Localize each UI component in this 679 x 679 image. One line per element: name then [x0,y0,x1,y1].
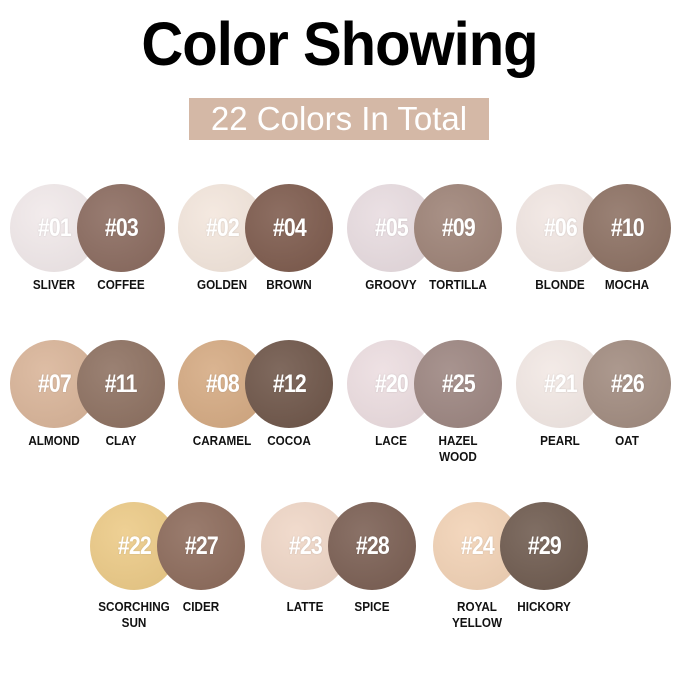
color-swatch: #27 [157,502,245,590]
swatch-code: #21 [543,369,578,398]
swatch-name: ALMOND [28,433,80,448]
swatch-name: ROYAL YELLOW [451,599,503,630]
color-swatch: #28 [328,502,416,590]
swatch-code: #09 [441,213,476,242]
color-swatch: #11 [77,340,165,428]
swatch-code: #05 [374,213,409,242]
swatch-code: #07 [37,369,72,398]
swatch-code: #25 [441,369,476,398]
color-swatch: #03 [77,184,165,272]
color-swatch: #04 [245,184,333,272]
swatch-code: #02 [205,213,240,242]
swatch-code: #27 [184,531,219,560]
color-swatch: #20 [347,340,435,428]
swatch-code: #03 [104,213,139,242]
swatch-code: #26 [610,369,645,398]
swatch-code: #04 [272,213,307,242]
swatch-code: #10 [610,213,645,242]
swatch-name: GOLDEN [196,277,248,292]
swatch-name: SCORCHING SUN [98,599,170,630]
swatch-name: SLIVER [32,277,76,292]
swatch-name: HICKORY [517,599,571,614]
swatch-name: LACE [375,433,407,448]
color-count-banner: 22 Colors In Total [189,98,489,140]
swatch-code: #08 [205,369,240,398]
swatch-code: #22 [117,531,152,560]
swatch-code: #28 [355,531,390,560]
swatch-name: BLONDE [535,277,585,292]
swatch-name: LATTE [286,599,324,614]
swatch-code: #12 [272,369,307,398]
swatch-name: COCOA [267,433,311,448]
swatch-name: CIDER [182,599,220,614]
color-swatch: #06 [516,184,604,272]
swatch-code: #06 [543,213,578,242]
swatch-name: GROOVY [365,277,417,292]
color-swatch: #29 [500,502,588,590]
color-swatch: #02 [178,184,266,272]
color-swatch: #09 [414,184,502,272]
swatch-code: #23 [288,531,323,560]
color-swatch: #25 [414,340,502,428]
color-swatch: #12 [245,340,333,428]
color-swatch: #23 [261,502,349,590]
swatch-name: BROWN [266,277,312,292]
swatch-name: TORTILLA [429,277,487,292]
swatch-name: SPICE [354,599,390,614]
swatch-name: HAZEL WOOD [438,433,478,464]
swatch-code: #01 [37,213,72,242]
page-title: Color Showing [141,10,538,79]
color-swatch: #26 [583,340,671,428]
swatch-code: #20 [374,369,409,398]
swatch-name: CLAY [105,433,137,448]
swatch-code: #11 [105,369,138,398]
swatch-code: #24 [460,531,495,560]
swatch-name: COFFEE [97,277,145,292]
swatch-name: MOCHA [604,277,650,292]
swatch-name: CARAMEL [192,433,252,448]
swatch-name: PEARL [540,433,580,448]
swatch-code: #29 [527,531,562,560]
swatch-name: OAT [615,433,639,448]
color-swatch: #10 [583,184,671,272]
